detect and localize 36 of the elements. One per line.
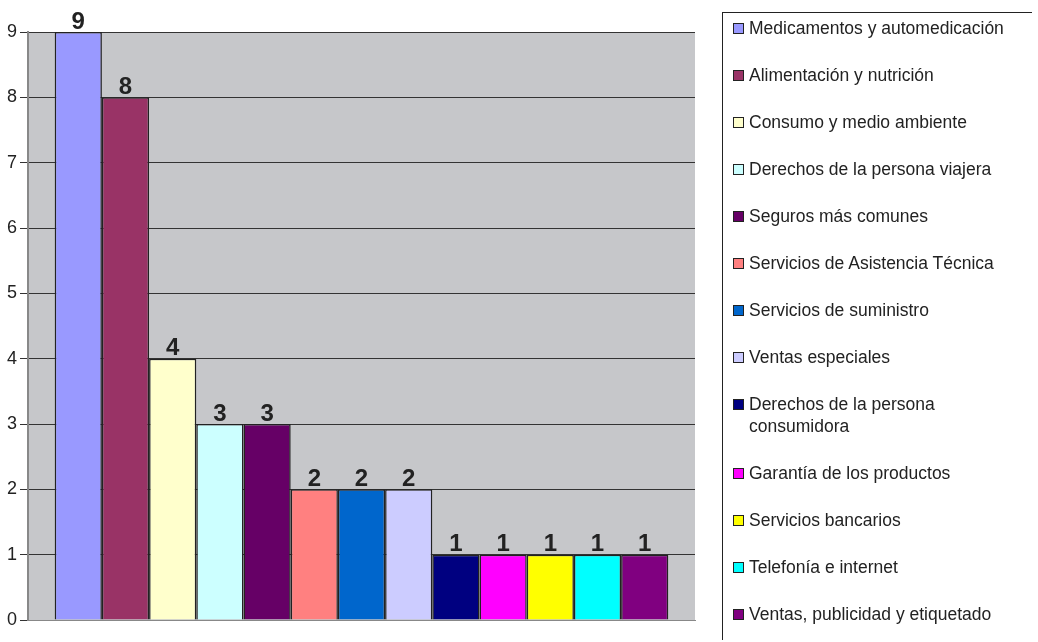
data-label: 1 [590, 529, 605, 557]
legend-label: Ventas, publicidad y etiquetado [749, 603, 992, 625]
legend-label: Telefonía e internet [749, 556, 898, 578]
y-tick-label: 5 [7, 282, 18, 303]
data-label: 1 [543, 529, 557, 557]
legend-label: Servicios de Asistencia Técnica [749, 252, 994, 274]
data-label: 4 [166, 333, 181, 361]
y-tick-label: 9 [7, 20, 18, 41]
data-label: 1 [496, 529, 510, 557]
data-label: 3 [260, 398, 274, 426]
data-label: 2 [354, 463, 369, 491]
y-tick-label: 7 [7, 151, 18, 172]
legend-label: Servicios de suministro [749, 299, 929, 321]
y-tick-label: 8 [7, 86, 18, 107]
legend-label: Servicios bancarios [749, 509, 901, 531]
y-tick-label: 6 [7, 216, 18, 237]
data-label: 1 [449, 529, 463, 557]
legend-label: Derechos de la persona consumidora [749, 393, 936, 437]
data-label: 1 [638, 529, 652, 557]
legend-label: Medicamentos y automedicación [749, 17, 1004, 39]
legend-label: Garantía de los productos [749, 462, 951, 484]
y-tick-label: 3 [7, 412, 18, 433]
y-tick-label: 2 [7, 478, 18, 499]
legend-label: Ventas especiales [749, 346, 891, 368]
legend-label: Seguros más comunes [749, 205, 928, 227]
data-label: 3 [213, 398, 227, 426]
y-tick-label: 0 [7, 608, 18, 629]
data-label: 9 [71, 6, 85, 34]
data-label: 8 [118, 71, 133, 99]
y-tick-label: 4 [7, 347, 18, 368]
y-tick-label: 1 [7, 543, 18, 564]
legend-label: Alimentación y nutrición [749, 64, 934, 86]
data-label: 2 [402, 463, 416, 491]
data-label: 2 [307, 463, 321, 491]
legend-label: Derechos de la persona viajera [749, 158, 992, 180]
legend-label: Consumo y medio ambiente [749, 111, 967, 133]
